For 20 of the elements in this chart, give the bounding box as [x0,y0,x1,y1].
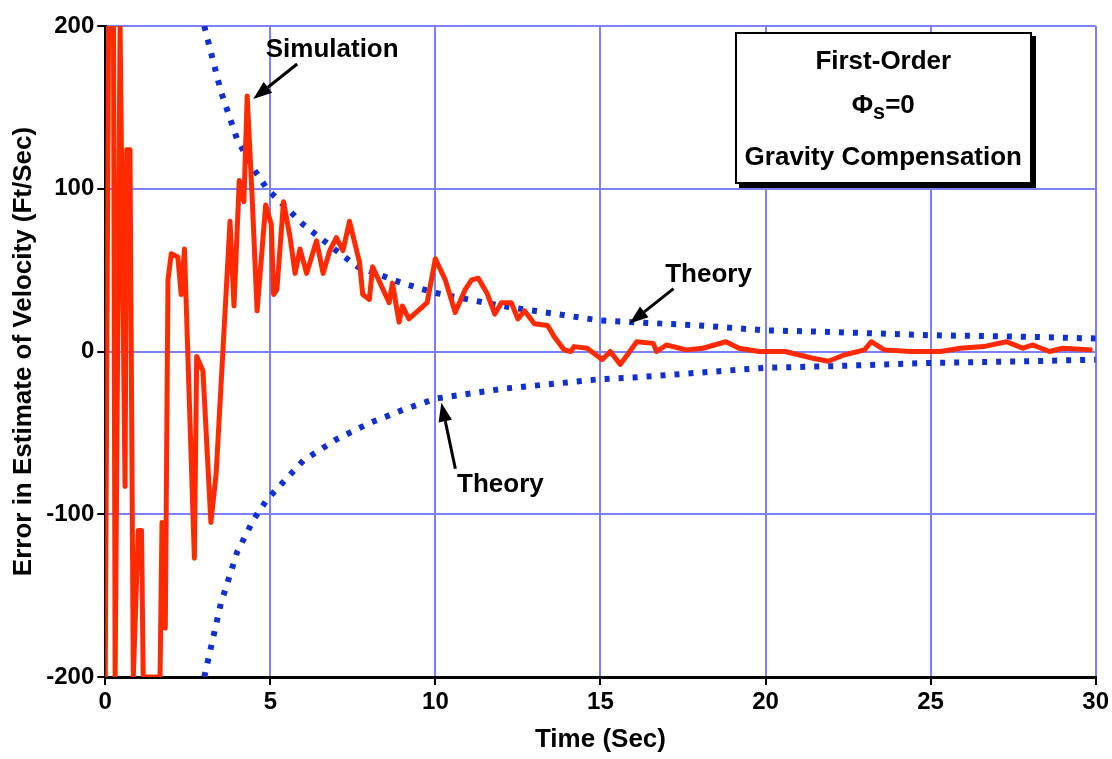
annotation: Theory [457,467,545,498]
y-tick-label: 200 [54,10,95,38]
y-axis-title: Error in Estimate of Velocity (Ft/Sec) [6,126,37,577]
x-tick-label: 25 [917,687,944,715]
y-tick-label: 100 [54,173,95,201]
annotation: Theory [665,257,753,288]
y-tick-label: -100 [46,498,95,526]
annotation: Simulation [265,33,399,64]
x-tick-label: 5 [263,687,277,715]
annotation: Gravity Compensation [744,140,1022,174]
x-tick-label: 0 [98,687,112,715]
x-tick-label: 20 [752,687,779,715]
x-tick-label: 10 [422,687,449,715]
x-axis-title: Time (Sec) [534,722,666,753]
annotation: First-Order [814,44,953,77]
y-tick-label: -200 [46,661,95,689]
x-tick-label: 15 [587,687,614,715]
y-tick-label: 0 [80,336,95,364]
x-tick-label: 30 [1082,687,1109,715]
annotation: Φ$_{s}$=0 [850,88,916,127]
